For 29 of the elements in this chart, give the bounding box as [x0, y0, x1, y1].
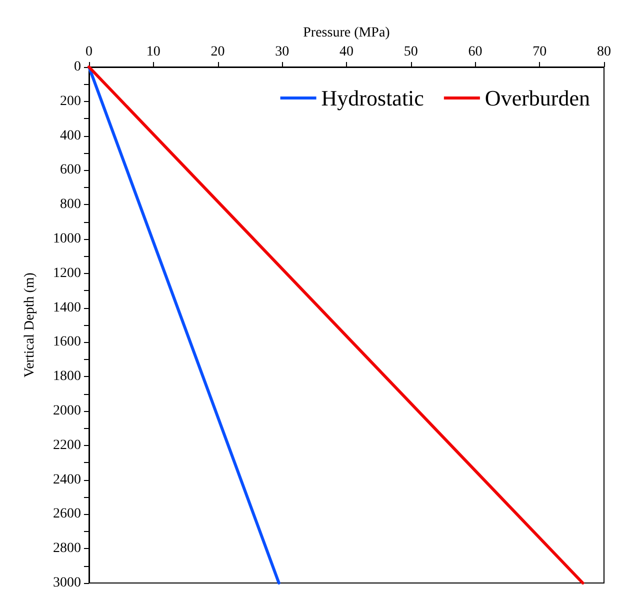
- x-tick-label: 50: [404, 44, 418, 60]
- x-tick-label: 70: [532, 44, 547, 60]
- y-tick-label: 2000: [53, 404, 81, 418]
- y-tick-label: 200: [60, 94, 81, 109]
- x-tick-label: 0: [86, 44, 92, 60]
- y-tick-label: 1800: [53, 369, 81, 384]
- y-tick-label: 0: [74, 60, 81, 74]
- x-tick-label: 20: [210, 44, 225, 60]
- y-tick-label: 800: [60, 197, 81, 212]
- legend-label: Hydrostatic: [321, 86, 424, 110]
- y-tick-label: 1200: [53, 266, 81, 281]
- y-tick-label: 600: [60, 162, 81, 178]
- x-tick-label: 60: [468, 44, 482, 60]
- y-tick-label: 1000: [53, 232, 81, 246]
- y-tick-label: 2400: [53, 472, 81, 488]
- legend-label: Overburden: [484, 86, 590, 110]
- x-tick-label: 40: [340, 44, 354, 60]
- y-tick-label: 400: [60, 128, 81, 144]
- x-tick-label: 80: [597, 44, 611, 60]
- x-axis-title: Pressure (MPa): [303, 26, 390, 41]
- y-tick-label: 2800: [53, 541, 81, 556]
- y-tick-label: 2600: [53, 506, 81, 522]
- y-tick-label: 3000: [53, 576, 81, 590]
- y-tick-label: 1400: [53, 300, 81, 316]
- y-axis-title: Vertical Depth (m): [22, 272, 38, 378]
- x-tick-label: 30: [275, 44, 290, 60]
- y-tick-label: 2200: [53, 438, 81, 453]
- y-tick-label: 1600: [53, 334, 81, 350]
- x-tick-label: 10: [146, 44, 160, 60]
